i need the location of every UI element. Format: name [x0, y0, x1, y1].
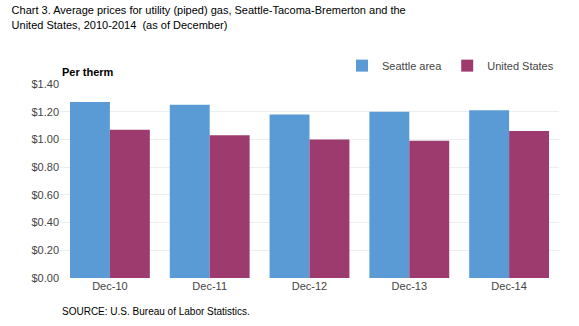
- svg-text:Dec-10: Dec-10: [92, 280, 127, 292]
- svg-text:$0.00: $0.00: [31, 272, 59, 284]
- svg-text:$0.40: $0.40: [31, 216, 59, 228]
- svg-text:Seattle area: Seattle area: [382, 60, 442, 72]
- svg-text:$1.20: $1.20: [31, 106, 59, 118]
- svg-text:Dec-13: Dec-13: [392, 280, 427, 292]
- svg-text:$0.60: $0.60: [31, 189, 59, 201]
- svg-text:Dec-11: Dec-11: [192, 280, 227, 292]
- svg-text:Chart 3. Average prices for ut: Chart 3. Average prices for utility (pip…: [12, 4, 406, 30]
- svg-text:SOURCE: U.S. Bureau of Labor S: SOURCE: U.S. Bureau of Labor Statistics.: [62, 306, 250, 317]
- svg-text:Dec-12: Dec-12: [292, 280, 327, 292]
- svg-text:$1.00: $1.00: [31, 133, 59, 145]
- svg-text:Per therm: Per therm: [62, 66, 114, 78]
- svg-text:United States: United States: [487, 60, 554, 72]
- svg-text:$1.40: $1.40: [31, 78, 59, 90]
- svg-text:$0.80: $0.80: [31, 161, 59, 173]
- svg-text:$0.20: $0.20: [31, 244, 59, 256]
- svg-text:Dec-14: Dec-14: [491, 280, 526, 292]
